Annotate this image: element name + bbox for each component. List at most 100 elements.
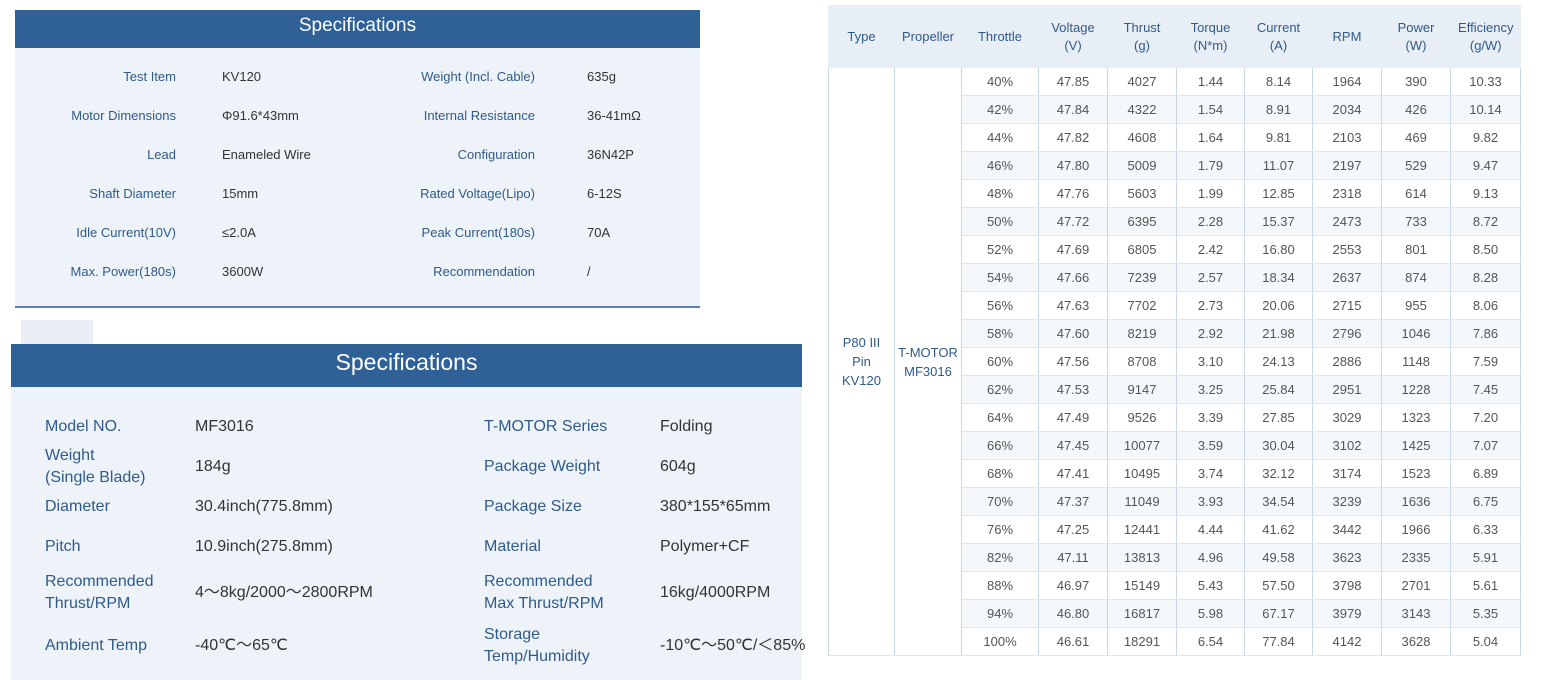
table-cell: 426 (1381, 95, 1451, 124)
table-row: 60% 47.56 8708 3.10 24.13 2886 1148 7.59 (829, 347, 1521, 376)
propeller-spec-label: T-MOTOR Series (484, 418, 608, 435)
motor-spec-label: Motor Dimensions (71, 108, 176, 123)
table-cell: 47.53 (1038, 375, 1108, 404)
motor-spec-value: 70A (587, 225, 611, 240)
propeller-specifications-panel: Specifications Model NO. MF3016 T-MOTOR Se… (11, 344, 806, 680)
propeller-spec-label: Package Size (484, 498, 582, 515)
motor-specifications-title: Specifications (15, 10, 700, 48)
table-cell: 2951 (1312, 375, 1382, 404)
table-cell: 8.91 (1244, 95, 1313, 124)
table-cell: 1.64 (1176, 123, 1245, 152)
motor-spec-value: Φ91.6*43mm (222, 108, 299, 123)
table-row: 66% 47.45 10077 3.59 30.04 3102 1425 7.07 (829, 431, 1521, 460)
table-cell: 3442 (1312, 515, 1382, 544)
motor-spec-label: Rated Voltage(Lipo) (420, 186, 535, 201)
table-row: 46% 47.80 5009 1.79 11.07 2197 529 9.47 (829, 151, 1521, 180)
table-cell: 18291 (1107, 627, 1177, 656)
table-cell: 47.11 (1038, 543, 1108, 572)
table-cell: 4322 (1107, 95, 1177, 124)
propeller-spec-label: Pitch (45, 538, 81, 555)
propeller-spec-label: Package Weight (484, 458, 601, 475)
table-cell: 5603 (1107, 179, 1177, 208)
propeller-spec-label: Model NO. (45, 418, 122, 435)
propeller-specifications-title: Specifications (11, 344, 802, 387)
table-row: 62% 47.53 9147 3.25 25.84 2951 1228 7.45 (829, 375, 1521, 404)
table-cell: 4.96 (1176, 543, 1245, 572)
table-cell: 529 (1381, 151, 1451, 180)
table-cell: 64% (961, 403, 1039, 432)
table-cell: 47.80 (1038, 151, 1108, 180)
table-cell: 5.35 (1450, 599, 1521, 628)
table-cell: 3029 (1312, 403, 1382, 432)
table-cell: 1966 (1381, 515, 1451, 544)
table-row: 64% 47.49 9526 3.39 27.85 3029 1323 7.20 (829, 403, 1521, 432)
table-cell: 44% (961, 123, 1039, 152)
table-cell: 3.59 (1176, 431, 1245, 460)
propeller-spec-label: Recommended Thrust/RPM (45, 573, 154, 612)
table-cell: 2.28 (1176, 207, 1245, 236)
performance-table: Type Propeller Throttle Voltage (V) Thrust (g)… (828, 5, 1521, 656)
table-cell: 3102 (1312, 431, 1382, 460)
table-cell: 47.60 (1038, 319, 1108, 348)
table-cell: 88% (961, 571, 1039, 600)
motor-spec-label: Idle Current(10V) (76, 225, 176, 240)
table-cell: 8.06 (1450, 291, 1521, 320)
table-cell: 9526 (1107, 403, 1177, 432)
table-cell: 27.85 (1244, 403, 1313, 432)
table-cell: 10.14 (1450, 95, 1521, 124)
table-cell: 4142 (1312, 627, 1382, 656)
table-cell: 70% (961, 487, 1039, 516)
table-cell: 1425 (1381, 431, 1451, 460)
column-header: Type (828, 5, 895, 68)
table-cell: 34.54 (1244, 487, 1313, 516)
table-cell: 8.72 (1450, 207, 1521, 236)
table-cell: 1.54 (1176, 95, 1245, 124)
table-cell: 47.49 (1038, 403, 1108, 432)
table-cell: 9.81 (1244, 123, 1313, 152)
table-row: 44% 47.82 4608 1.64 9.81 2103 469 9.82 (829, 123, 1521, 152)
propeller-spec-value: -10℃～50℃/＜85% (660, 637, 806, 654)
table-row: 82% 47.11 13813 4.96 49.58 3623 2335 5.91 (829, 543, 1521, 572)
table-cell: 82% (961, 543, 1039, 572)
table-cell: 11.07 (1244, 151, 1313, 180)
table-cell: 47.25 (1038, 515, 1108, 544)
motor-specifications-panel: Specifications Test Item KV120 Weight (Inc… (15, 10, 700, 308)
table-row: 76% 47.25 12441 4.44 41.62 3442 1966 6.33 (829, 515, 1521, 544)
table-cell: 6805 (1107, 235, 1177, 264)
motor-spec-label: Test Item (123, 69, 176, 84)
motor-spec-label: Configuration (457, 147, 535, 162)
table-cell: 11049 (1107, 487, 1177, 516)
table-cell: 47.84 (1038, 95, 1108, 124)
table-cell: 2886 (1312, 347, 1382, 376)
table-cell: 2796 (1312, 319, 1382, 348)
table-cell: 1.79 (1176, 151, 1245, 180)
propeller-spec-value: 10.9inch(275.8mm) (195, 538, 333, 555)
table-cell: 3143 (1381, 599, 1451, 628)
table-cell: 390 (1381, 68, 1451, 96)
performance-table-body: P80 III Pin KV120 T-MOTOR MF3016 40% 47.85 4027… (828, 68, 1521, 656)
table-cell: 9147 (1107, 375, 1177, 404)
table-cell: 6.75 (1450, 487, 1521, 516)
table-cell: 18.34 (1244, 263, 1313, 292)
table-cell: 20.06 (1244, 291, 1313, 320)
propeller-spec-value: Polymer+CF (660, 538, 750, 555)
table-cell: 8219 (1107, 319, 1177, 348)
table-cell: 3.10 (1176, 347, 1245, 376)
table-cell: 47.69 (1038, 235, 1108, 264)
table-cell: 614 (1381, 179, 1451, 208)
table-cell: 5.98 (1176, 599, 1245, 628)
propeller-spec-label: Diameter (45, 498, 110, 515)
propeller-spec-label: Ambient Temp (45, 637, 147, 654)
table-cell: 2473 (1312, 207, 1382, 236)
propeller-spec-value: -40℃～65℃ (195, 637, 288, 654)
table-cell: 3174 (1312, 459, 1382, 488)
propeller-spec-value: 16kg/4000RPM (660, 584, 771, 601)
motor-spec-value: ≤2.0A (222, 225, 256, 240)
column-header: RPM (1312, 5, 1382, 68)
propeller-spec-value: 4～8kg/2000～2800RPM (195, 584, 373, 601)
table-row: 94% 46.80 16817 5.98 67.17 3979 3143 5.35 (829, 599, 1521, 628)
column-header: Power (W) (1381, 5, 1451, 68)
table-cell: 66% (961, 431, 1039, 460)
motor-spec-label: Lead (147, 147, 176, 162)
table-cell: 7702 (1107, 291, 1177, 320)
